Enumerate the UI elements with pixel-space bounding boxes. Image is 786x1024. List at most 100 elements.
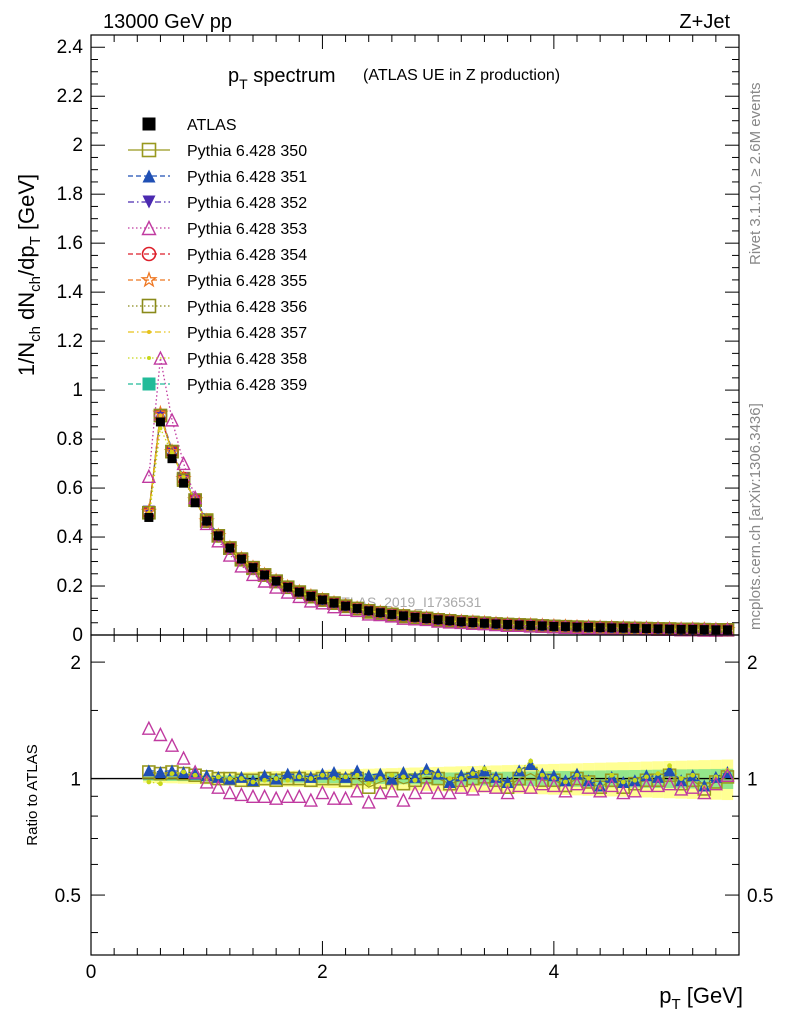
lower-panel: 0.5 0.5 1 1 2 2 0 2 4 Ratio to ATLAS pT [GeV] (24, 634, 773, 1013)
atlas-point (190, 498, 200, 508)
ratio-point (644, 774, 649, 780)
atlas-point (491, 619, 501, 629)
ratio-point (678, 776, 684, 781)
ratio-point (442, 785, 457, 800)
ratio-point (708, 776, 723, 791)
legend-label: Pythia 6.428 359 (187, 377, 307, 394)
atlas-point (271, 576, 281, 586)
ratio-point (361, 794, 376, 809)
header-process-label: Z+Jet (679, 11, 730, 33)
legend-marker (142, 117, 156, 131)
lower-y-tick-label: 1 (70, 770, 81, 791)
ratio-point (285, 777, 291, 783)
upper-series-atlas (144, 417, 732, 635)
upper-point (158, 426, 163, 431)
ratio-point (199, 774, 214, 789)
title-sub-t: T (239, 76, 248, 92)
ratio-point (488, 779, 504, 794)
ratio-point (667, 763, 672, 769)
ratio-point (303, 792, 318, 807)
upper-y-tick-label: 0.6 (57, 478, 83, 499)
legend-marker (141, 298, 157, 314)
ratio-point (482, 766, 487, 772)
ratio-point (697, 785, 712, 800)
ratio-point (315, 785, 330, 800)
ratio-point (280, 788, 295, 803)
ratio-point (569, 776, 585, 791)
upper-y-axis: 0 0.2 0.4 0.6 0.8 1 1.2 1.4 1.6 1.8 2 2.2 2.4 (57, 37, 739, 646)
ratio-point (389, 772, 395, 778)
atlas-point (503, 619, 513, 629)
ratio-point (443, 775, 456, 788)
atlas-point (699, 625, 709, 635)
upper-y-tick-label: 1.2 (57, 331, 83, 352)
legend-entry: Pythia 6.428 350 (128, 142, 307, 160)
atlas-point (236, 554, 246, 564)
legend-entry: Pythia 6.428 355 (128, 270, 307, 290)
legend-marker (142, 195, 156, 209)
upper-y-tick-label: 2 (72, 135, 83, 156)
ratio-point (164, 737, 180, 752)
lower-y-tick-label-right: 0.5 (747, 886, 773, 907)
atlas-point (722, 625, 732, 635)
ratio-point (296, 774, 302, 780)
ratio-point (257, 788, 272, 803)
x-tick-label: 2 (317, 962, 328, 983)
legend-entry: ATLAS (142, 117, 237, 134)
ratio-point (523, 779, 538, 794)
upper-y-tick-label: 1 (72, 380, 83, 401)
ratio-point (142, 764, 155, 777)
atlas-point (144, 512, 154, 522)
legend-label: Pythia 6.428 355 (187, 273, 307, 290)
ratio-point (465, 781, 480, 796)
ratio-point (215, 774, 221, 780)
ratio-point (720, 767, 735, 782)
legend-label: Pythia 6.428 358 (187, 351, 307, 368)
ratio-point (574, 772, 580, 778)
upper-series-line (148, 357, 728, 631)
ratio-point (528, 758, 534, 764)
ratio-point (222, 785, 237, 800)
lower-series (91, 720, 739, 809)
ratio-point (546, 777, 561, 793)
ratio-point (192, 772, 198, 778)
atlas-point (618, 623, 628, 633)
atlas-point (641, 624, 651, 634)
legend-label: ATLAS (187, 117, 237, 134)
ratio-point (609, 772, 615, 778)
atlas-point (468, 618, 478, 628)
header-beam-label: 13000 GeV pp (103, 11, 232, 33)
svg-text:pT spectrum: pT spectrum (228, 65, 336, 92)
ratio-point (166, 764, 178, 777)
upper-point (158, 413, 163, 418)
legend-marker (141, 142, 157, 158)
ratio-point (320, 772, 325, 778)
ratio-point (563, 779, 568, 785)
ratio-point (343, 774, 348, 780)
atlas-point (375, 608, 385, 618)
ratio-point (690, 772, 696, 778)
upper-series (140, 350, 736, 637)
legend: ATLAS Pythia 6.428 350 Pythia 6.428 351 Pyt… (128, 117, 307, 394)
legend-entry: Pythia 6.428 357 (128, 325, 307, 342)
upper-y-label: 1/Nch dNch/dpT [GeV] (14, 174, 44, 376)
ratio-point (435, 772, 441, 778)
upper-y-tick-label: 1.6 (57, 233, 83, 254)
atlas-point (155, 417, 165, 427)
upper-point (199, 514, 214, 528)
lower-series-4 (141, 720, 735, 809)
upper-point (222, 547, 237, 562)
upper-point (176, 455, 191, 471)
ratio-point (547, 769, 560, 782)
ratio-point (419, 779, 434, 794)
upper-y-tick-label: 2.2 (57, 86, 83, 107)
ratio-point (377, 776, 383, 781)
ratio-point (269, 790, 284, 805)
lower-y-tick-label-right: 1 (747, 770, 758, 791)
ratio-point (674, 781, 689, 796)
legend-marker (147, 330, 151, 334)
ratio-point (153, 726, 168, 742)
legend-label: Pythia 6.428 352 (187, 195, 307, 212)
upper-point (269, 579, 284, 594)
atlas-point (317, 595, 327, 605)
